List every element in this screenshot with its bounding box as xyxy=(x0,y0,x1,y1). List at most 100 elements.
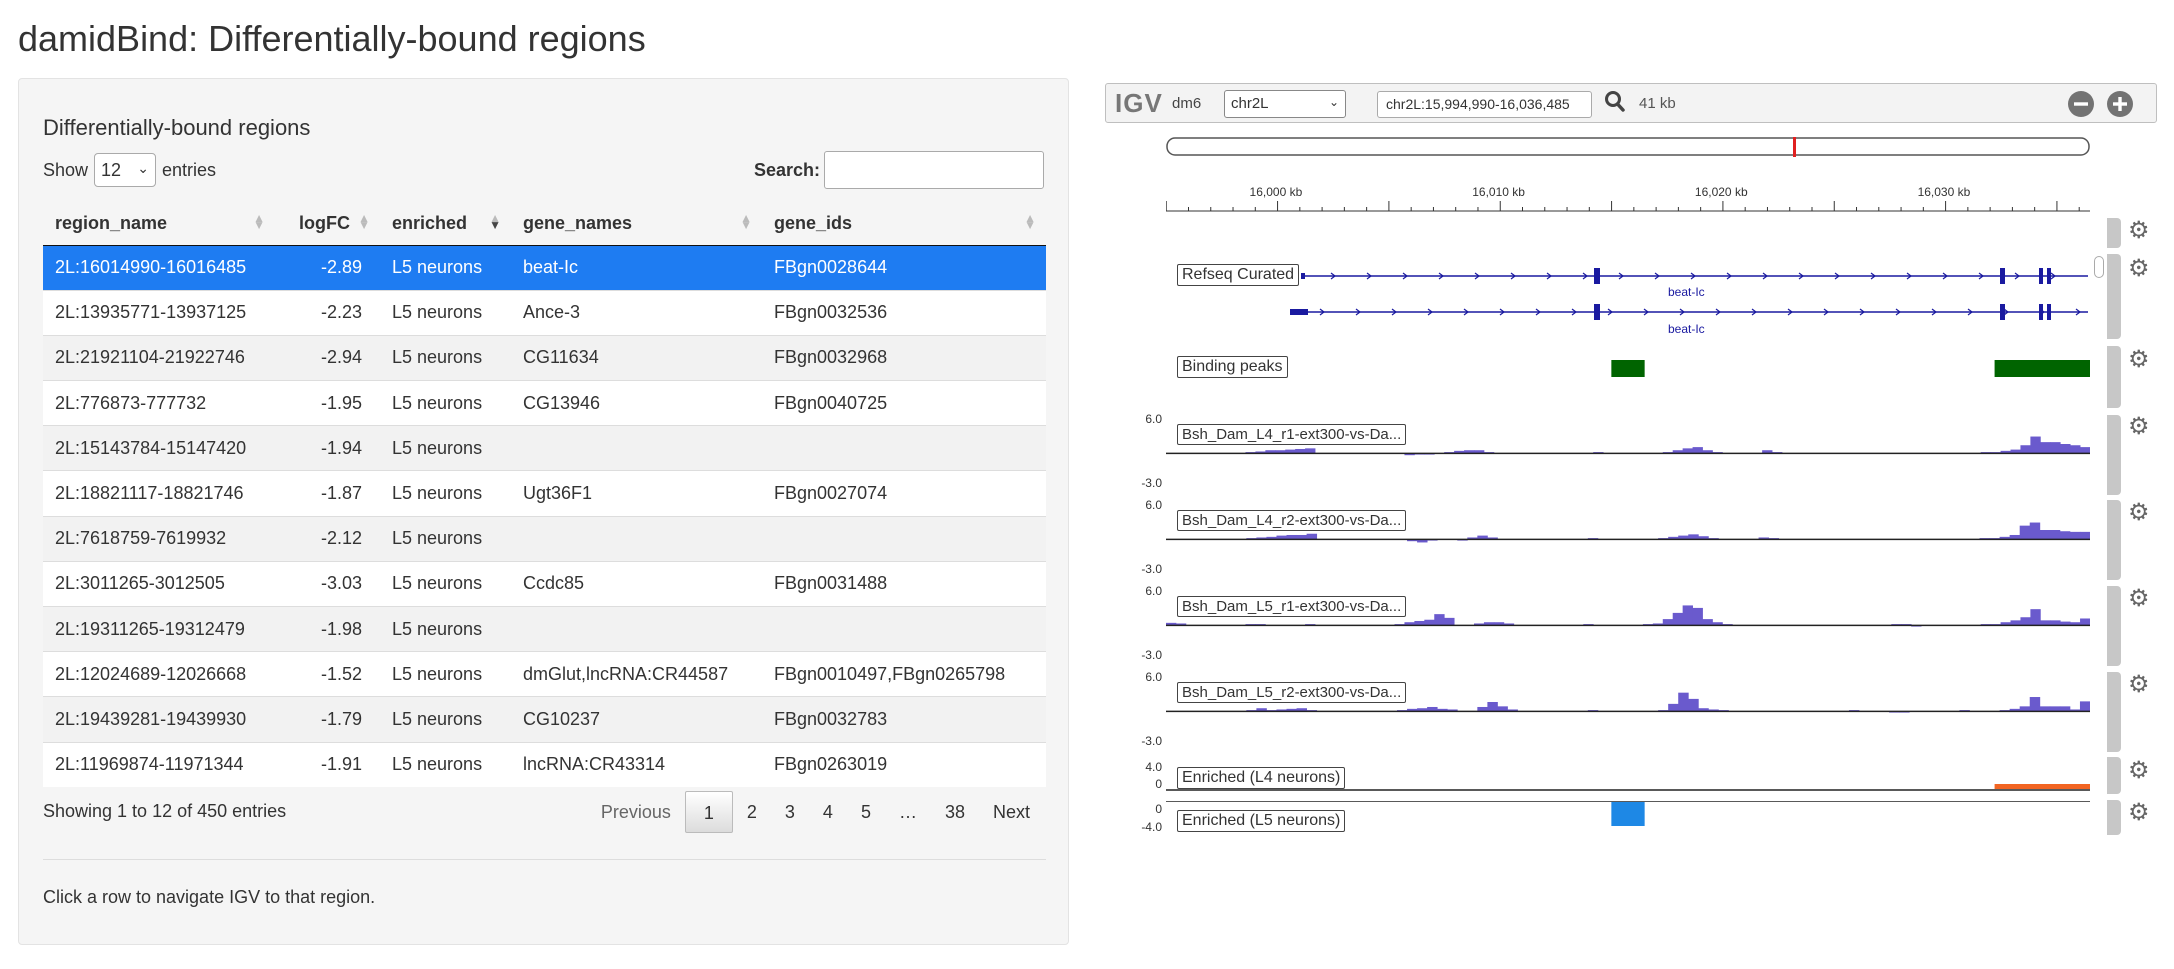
signal-gear-icon[interactable]: ⚙ xyxy=(2128,413,2150,440)
signal-gear-icon[interactable]: ⚙ xyxy=(2128,499,2150,526)
table-row[interactable]: 2L:18821117-18821746 -1.87 L5 neurons Ugt36… xyxy=(43,470,1046,517)
signal-track[interactable] xyxy=(1154,414,2091,474)
strand-arrow xyxy=(1726,272,1732,280)
signal-bar xyxy=(2070,445,2081,454)
signal-gear-icon[interactable]: ⚙ xyxy=(2128,671,2150,698)
signal-bar xyxy=(2020,445,2031,454)
signal-bar xyxy=(1999,536,2011,540)
track-drag-handle[interactable] xyxy=(2107,254,2121,339)
next-page-button[interactable]: Next xyxy=(992,802,1030,822)
track-drag-handle[interactable] xyxy=(2107,800,2121,835)
previous-page-button[interactable]: Previous xyxy=(600,802,671,822)
page-button-4[interactable]: 4 xyxy=(822,802,833,822)
signal-bar xyxy=(1702,619,1713,626)
locus-input[interactable]: chr2L:15,994,990-16,036,485 xyxy=(1377,91,1592,118)
signal-track[interactable] xyxy=(1154,672,2091,732)
binding-peaks-track-label: Binding peaks xyxy=(1177,356,1288,378)
ruler-tick-label: 16,010 kb xyxy=(1472,185,1525,199)
track-drag-handle[interactable] xyxy=(2107,672,2121,752)
cell-gene-ids: FBgn0028644 xyxy=(762,244,1046,291)
table-row[interactable]: 2L:19311265-19312479 -1.98 L5 neurons xyxy=(43,605,1046,652)
cell-logfc: -2.12 xyxy=(275,515,380,562)
signal-bar xyxy=(1407,708,1418,712)
column-header-region-name[interactable]: region_name ▲ ▼ xyxy=(43,203,275,246)
track-drag-handle[interactable] xyxy=(2107,500,2121,580)
cell-gene-ids: FBgn0032968 xyxy=(762,334,1046,381)
signal-bar xyxy=(1668,703,1679,712)
table-row[interactable]: 2L:776873-777732 -1.95 L5 neurons CG13946 FB… xyxy=(43,380,1046,426)
length-control: Show 12 ⌄ entries xyxy=(43,153,216,187)
enriched-l5-track[interactable] xyxy=(1157,800,2090,831)
page-button-1[interactable]: 1 xyxy=(684,791,733,833)
strand-arrow xyxy=(1499,308,1505,316)
signal-bar xyxy=(1417,708,1428,712)
track-drag-handle[interactable] xyxy=(2107,346,2121,408)
cell-region-name: 2L:21921104-21922746 xyxy=(43,334,275,381)
track-scrollbar[interactable] xyxy=(2094,256,2104,278)
regions-table: region_name ▲ ▼ logFC ▲ ▼ enriched ▲ ▼ gene… xyxy=(43,203,1046,788)
cell-gene-names: dmGlut,lncRNA:CR44587 xyxy=(511,651,762,697)
page-button-2[interactable]: 2 xyxy=(746,802,757,822)
table-row[interactable]: 2L:7618759-7619932 -2.12 L5 neurons xyxy=(43,515,1046,562)
signal-bar xyxy=(1464,450,1475,454)
column-header-gene-names[interactable]: gene_names ▲ ▼ xyxy=(511,203,762,246)
signal-track-label: Bsh_Dam_L4_r1-ext300-vs-Da... xyxy=(1177,424,1407,445)
strand-arrow xyxy=(1654,272,1660,280)
strand-arrow xyxy=(1834,272,1840,280)
page-button-5[interactable]: 5 xyxy=(860,802,871,822)
entries-per-page-select[interactable]: 12 ⌄ xyxy=(94,153,157,187)
ruler-tick-label: 16,020 kb xyxy=(1694,185,1748,199)
signal-bar xyxy=(2059,531,2071,540)
search-input[interactable] xyxy=(824,151,1044,189)
binding-peaks-track[interactable] xyxy=(1166,358,2090,378)
signal-bar xyxy=(1417,539,1428,543)
table-row[interactable]: 2L:16014990-16016485 -2.89 L5 neurons beat-… xyxy=(43,244,1046,291)
page-button-3[interactable]: 3 xyxy=(784,802,795,822)
track-drag-handle[interactable] xyxy=(2107,218,2121,248)
enriched-l4-track-label: Enriched (L4 neurons) xyxy=(1177,767,1346,789)
enriched-l4-gear-icon[interactable]: ⚙ xyxy=(2128,757,2150,784)
signal-track[interactable] xyxy=(1154,586,2091,646)
track-drag-handle[interactable] xyxy=(2107,757,2121,794)
refseq-track-label: Refseq Curated xyxy=(1177,264,1300,286)
table-row[interactable]: 2L:12024689-12026668 -1.52 L5 neurons dmGlu… xyxy=(43,651,1046,697)
exon xyxy=(1594,268,1600,284)
track-drag-handle[interactable] xyxy=(2107,415,2121,495)
table-row[interactable]: 2L:11969874-11971344 -1.91 L5 neurons lncRN… xyxy=(43,741,1046,788)
table-row[interactable]: 2L:21921104-21922746 -2.94 L5 neurons CG116… xyxy=(43,334,1046,381)
search-icon[interactable] xyxy=(1604,90,1626,119)
strand-arrow xyxy=(1438,272,1444,280)
cell-logfc: -1.91 xyxy=(275,741,380,788)
track-drag-handle[interactable] xyxy=(2107,586,2121,666)
enriched-l5-gear-icon[interactable]: ⚙ xyxy=(2128,799,2150,826)
signal-bar xyxy=(1702,450,1713,454)
column-header-enriched[interactable]: enriched ▲ ▼ xyxy=(380,203,511,246)
signal-bar xyxy=(1166,622,1177,626)
signal-bar xyxy=(2020,617,2031,626)
zoom-out-icon[interactable] xyxy=(2067,90,2095,123)
igv-navbar: IGV dm6 chr2L ⌄ chr2L:15,994,990-16,036,… xyxy=(1105,83,2157,123)
pagination: Previous 1 2 3 4 5 … 38 Next xyxy=(587,791,1044,833)
table-row[interactable]: 2L:3011265-3012505 -3.03 L5 neurons Ccdc85 F… xyxy=(43,560,1046,607)
page-button-38[interactable]: 38 xyxy=(944,802,965,822)
refseq-track[interactable] xyxy=(1166,262,2090,342)
table-row[interactable]: 2L:13935771-13937125 -2.23 L5 neurons Ance-… xyxy=(43,289,1046,336)
strand-arrow xyxy=(2075,308,2081,316)
table-row[interactable]: 2L:19439281-19439930 -1.79 L5 neurons CG102… xyxy=(43,696,1046,743)
column-header-logfc[interactable]: logFC ▲ ▼ xyxy=(275,203,380,246)
strand-arrow xyxy=(1679,308,1685,316)
cell-gene-ids: FBgn0032783 xyxy=(762,696,1046,743)
ruler-gear-icon[interactable]: ⚙ xyxy=(2128,217,2150,244)
zoom-in-icon[interactable] xyxy=(2106,90,2134,123)
chromosome-select[interactable]: chr2L ⌄ xyxy=(1224,90,1346,118)
exon xyxy=(1301,273,1305,279)
signal-bar xyxy=(2030,436,2041,454)
strand-arrow xyxy=(1391,308,1397,316)
table-row[interactable]: 2L:15143784-15147420 -1.94 L5 neurons xyxy=(43,425,1046,471)
chromosome-ideogram[interactable] xyxy=(1166,137,2090,157)
column-header-gene-ids[interactable]: gene_ids ▲ ▼ xyxy=(762,203,1046,246)
strand-arrow xyxy=(1571,308,1577,316)
signal-gear-icon[interactable]: ⚙ xyxy=(2128,585,2150,612)
refseq-gear-icon[interactable]: ⚙ xyxy=(2128,255,2150,282)
peaks-gear-icon[interactable]: ⚙ xyxy=(2128,346,2150,373)
